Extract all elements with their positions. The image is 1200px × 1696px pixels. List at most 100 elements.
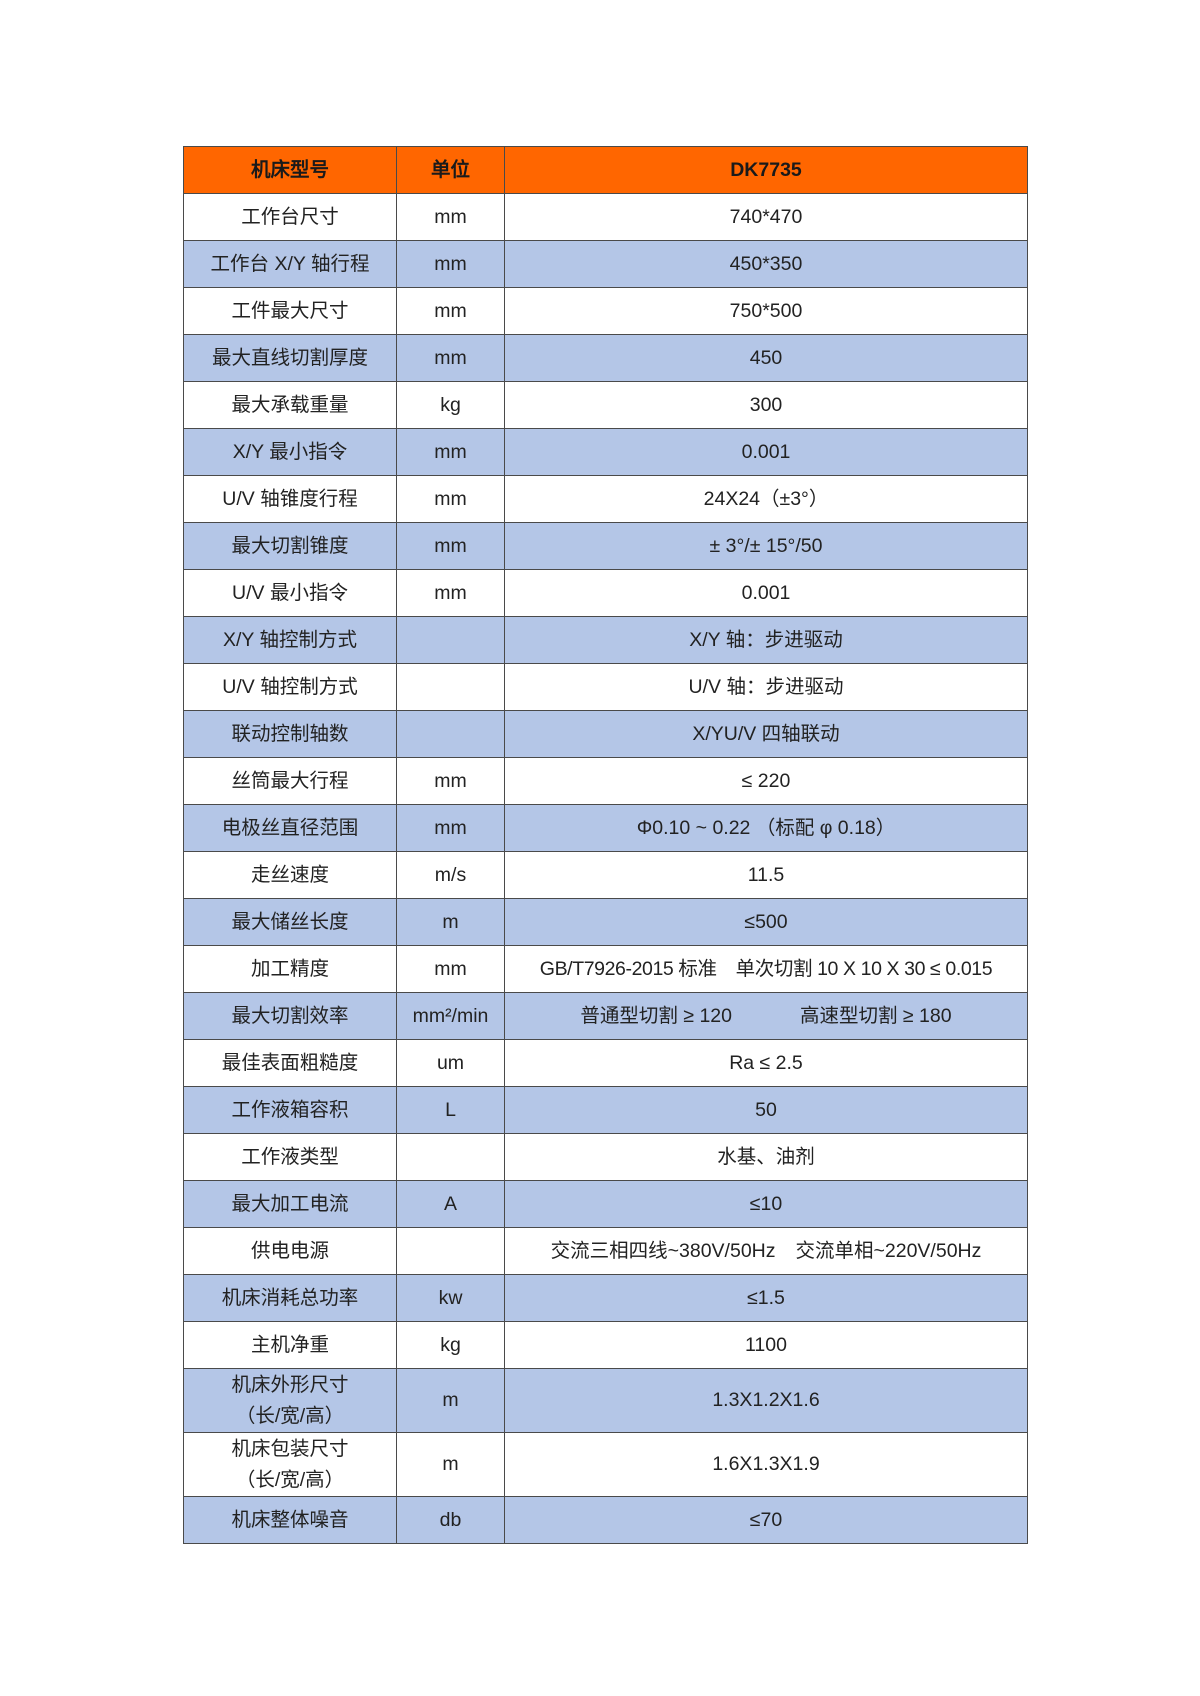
spec-value-cell: 50 <box>504 1086 1028 1134</box>
spec-value-cell: 交流三相四线~380V/50Hz 交流单相~220V/50Hz <box>504 1227 1028 1275</box>
table-row: 工件最大尺寸 mm 750*500 <box>183 287 1028 335</box>
table-row: 电极丝直径范围 mm Φ0.10 ~ 0.22 （标配 φ 0.18） <box>183 804 1028 852</box>
spec-name-cell: 最大切割锥度 <box>183 522 397 570</box>
spec-name: 走丝速度 <box>250 863 329 886</box>
spec-unit: kw <box>396 1274 505 1322</box>
spec-value: 1.3X1.2X1.6 <box>712 1389 820 1411</box>
spec-value: ± 3°/± 15°/50 <box>709 534 823 557</box>
table-row: 机床外形尺寸 （长/宽/高） m 1.3X1.2X1.6 <box>183 1368 1028 1433</box>
spec-value: 24X24（±3°） <box>703 487 829 510</box>
spec-name: 丝筒最大行程 <box>231 769 349 792</box>
spec-name: 电极丝直径范围 <box>221 816 359 839</box>
spec-unit: m/s <box>396 851 505 899</box>
spec-value: 750*500 <box>729 299 803 322</box>
spec-name: 加工精度 <box>250 957 329 980</box>
spec-value-cell: 750*500 <box>504 287 1028 335</box>
spec-name: 最大承载重量 <box>231 393 349 416</box>
table-row: 主机净重 kg 1100 <box>183 1321 1028 1369</box>
spec-name-cell: U/V 轴锥度行程 <box>183 475 397 523</box>
spec-name: X/Y 最小指令 <box>232 440 348 463</box>
spec-value: Φ0.10 ~ 0.22 （标配 φ 0.18） <box>636 816 896 839</box>
spec-value: U/V 轴：步进驱动 <box>688 675 844 698</box>
spec-value-cell: X/YU/V 四轴联动 <box>504 710 1028 758</box>
spec-name-suffix: （长/宽/高） <box>235 1404 345 1427</box>
table-row: 机床包装尺寸 （长/宽/高） m 1.6X1.3X1.9 <box>183 1432 1028 1497</box>
spec-name-cell: 工件最大尺寸 <box>183 287 397 335</box>
header-model-label: 机床型号 <box>183 146 397 194</box>
table-row: 联动控制轴数 X/YU/V 四轴联动 <box>183 710 1028 758</box>
spec-name-cell: 最大切割效率 <box>183 992 397 1040</box>
table-row: 工作台 X/Y 轴行程 mm 450*350 <box>183 240 1028 288</box>
spec-value: ≤1.5 <box>747 1286 785 1309</box>
spec-name-cell: 最大储丝长度 <box>183 898 397 946</box>
table-row: U/V 轴锥度行程 mm 24X24（±3°） <box>183 475 1028 523</box>
spec-value: ≤500 <box>744 910 788 933</box>
spec-name-cell: 最大加工电流 <box>183 1180 397 1228</box>
table-row: 供电电源 交流三相四线~380V/50Hz 交流单相~220V/50Hz <box>183 1227 1028 1275</box>
spec-name-cell: 最大直线切割厚度 <box>183 334 397 382</box>
spec-name: 联动控制轴数 <box>231 722 349 745</box>
table-row: 机床整体噪音 db ≤70 <box>183 1496 1028 1544</box>
spec-name: 最大加工电流 <box>231 1192 349 1215</box>
spec-value-cell: 450*350 <box>504 240 1028 288</box>
spec-value-cell: Φ0.10 ~ 0.22 （标配 φ 0.18） <box>504 804 1028 852</box>
spec-value: 交流三相四线~380V/50Hz <box>550 1239 776 1262</box>
spec-name-cell: 最大承载重量 <box>183 381 397 429</box>
spec-value-cell: 740*470 <box>504 193 1028 241</box>
spec-unit: mm <box>396 522 505 570</box>
spec-name: 工作液类型 <box>241 1145 339 1168</box>
table-row: 最大承载重量 kg 300 <box>183 381 1028 429</box>
spec-name: U/V 最小指令 <box>232 581 348 604</box>
table-header-row: 机床型号 单位 DK7735 <box>183 146 1028 194</box>
spec-value-cell: 24X24（±3°） <box>504 475 1028 523</box>
header-model-value: DK7735 <box>504 146 1028 194</box>
table-row: 最大加工电流 A ≤10 <box>183 1180 1028 1228</box>
table-row: 最大直线切割厚度 mm 450 <box>183 334 1028 382</box>
spec-value-cell: 水基、油剂 <box>504 1133 1028 1181</box>
table-row: 丝筒最大行程 mm ≤ 220 <box>183 757 1028 805</box>
spec-unit: mm²/min <box>396 992 505 1040</box>
spec-value: 水基、油剂 <box>717 1145 815 1168</box>
spec-name: U/V 轴锥度行程 <box>222 487 358 510</box>
spec-name-cell: X/Y 轴控制方式 <box>183 616 397 664</box>
spec-name: 工件最大尺寸 <box>231 299 349 322</box>
table-row: 最大切割效率 mm²/min 普通型切割 ≥ 120 高速型切割 ≥ 180 <box>183 992 1028 1040</box>
spec-name-suffix: （长/宽/高） <box>235 1468 345 1491</box>
spec-unit: m <box>396 1432 505 1497</box>
spec-name-cell: U/V 最小指令 <box>183 569 397 617</box>
spec-value-cell: X/Y 轴：步进驱动 <box>504 616 1028 664</box>
spec-name-cell: 联动控制轴数 <box>183 710 397 758</box>
spec-table: 机床型号 单位 DK7735 工作台尺寸 mm 740*470 工作台 X/Y 轴行程… <box>183 146 1028 1544</box>
spec-name: X/Y 轴控制方式 <box>223 628 357 651</box>
spec-unit: mm <box>396 287 505 335</box>
header-unit-label: 单位 <box>396 146 505 194</box>
spec-unit <box>396 1227 505 1275</box>
spec-value-cell: Ra ≤ 2.5 <box>504 1039 1028 1087</box>
spec-unit: db <box>396 1496 505 1544</box>
spec-name-cell: 加工精度 <box>183 945 397 993</box>
spec-value: 740*470 <box>729 205 803 228</box>
spec-unit: mm <box>396 475 505 523</box>
table-row: 加工精度 mm GB/T7926-2015 标准 单次切割 10 X 10 X 30… <box>183 945 1028 993</box>
spec-name: 机床整体噪音 <box>231 1508 349 1531</box>
spec-name-cell: 最佳表面粗糙度 <box>183 1039 397 1087</box>
table-row: 工作台尺寸 mm 740*470 <box>183 193 1028 241</box>
table-row: 最大储丝长度 m ≤500 <box>183 898 1028 946</box>
spec-value: ≤10 <box>749 1192 783 1215</box>
spec-unit: um <box>396 1039 505 1087</box>
spec-value-cell: 450 <box>504 334 1028 382</box>
spec-value: 0.001 <box>741 440 791 463</box>
spec-name-cell: 丝筒最大行程 <box>183 757 397 805</box>
table-row: 工作液箱容积 L 50 <box>183 1086 1028 1134</box>
spec-value-cell: 1.3X1.2X1.6 <box>504 1368 1028 1433</box>
spec-name: 最大切割效率 <box>231 1004 349 1027</box>
table-row: U/V 轴控制方式 U/V 轴：步进驱动 <box>183 663 1028 711</box>
spec-unit: m <box>396 898 505 946</box>
table-row: U/V 最小指令 mm 0.001 <box>183 569 1028 617</box>
spec-value: 1100 <box>745 1333 787 1356</box>
spec-unit <box>396 710 505 758</box>
spec-value-cell: 1.6X1.3X1.9 <box>504 1432 1028 1497</box>
spec-value-cell: ≤70 <box>504 1496 1028 1544</box>
spec-name-cell: 工作液箱容积 <box>183 1086 397 1134</box>
spec-value-cell: U/V 轴：步进驱动 <box>504 663 1028 711</box>
